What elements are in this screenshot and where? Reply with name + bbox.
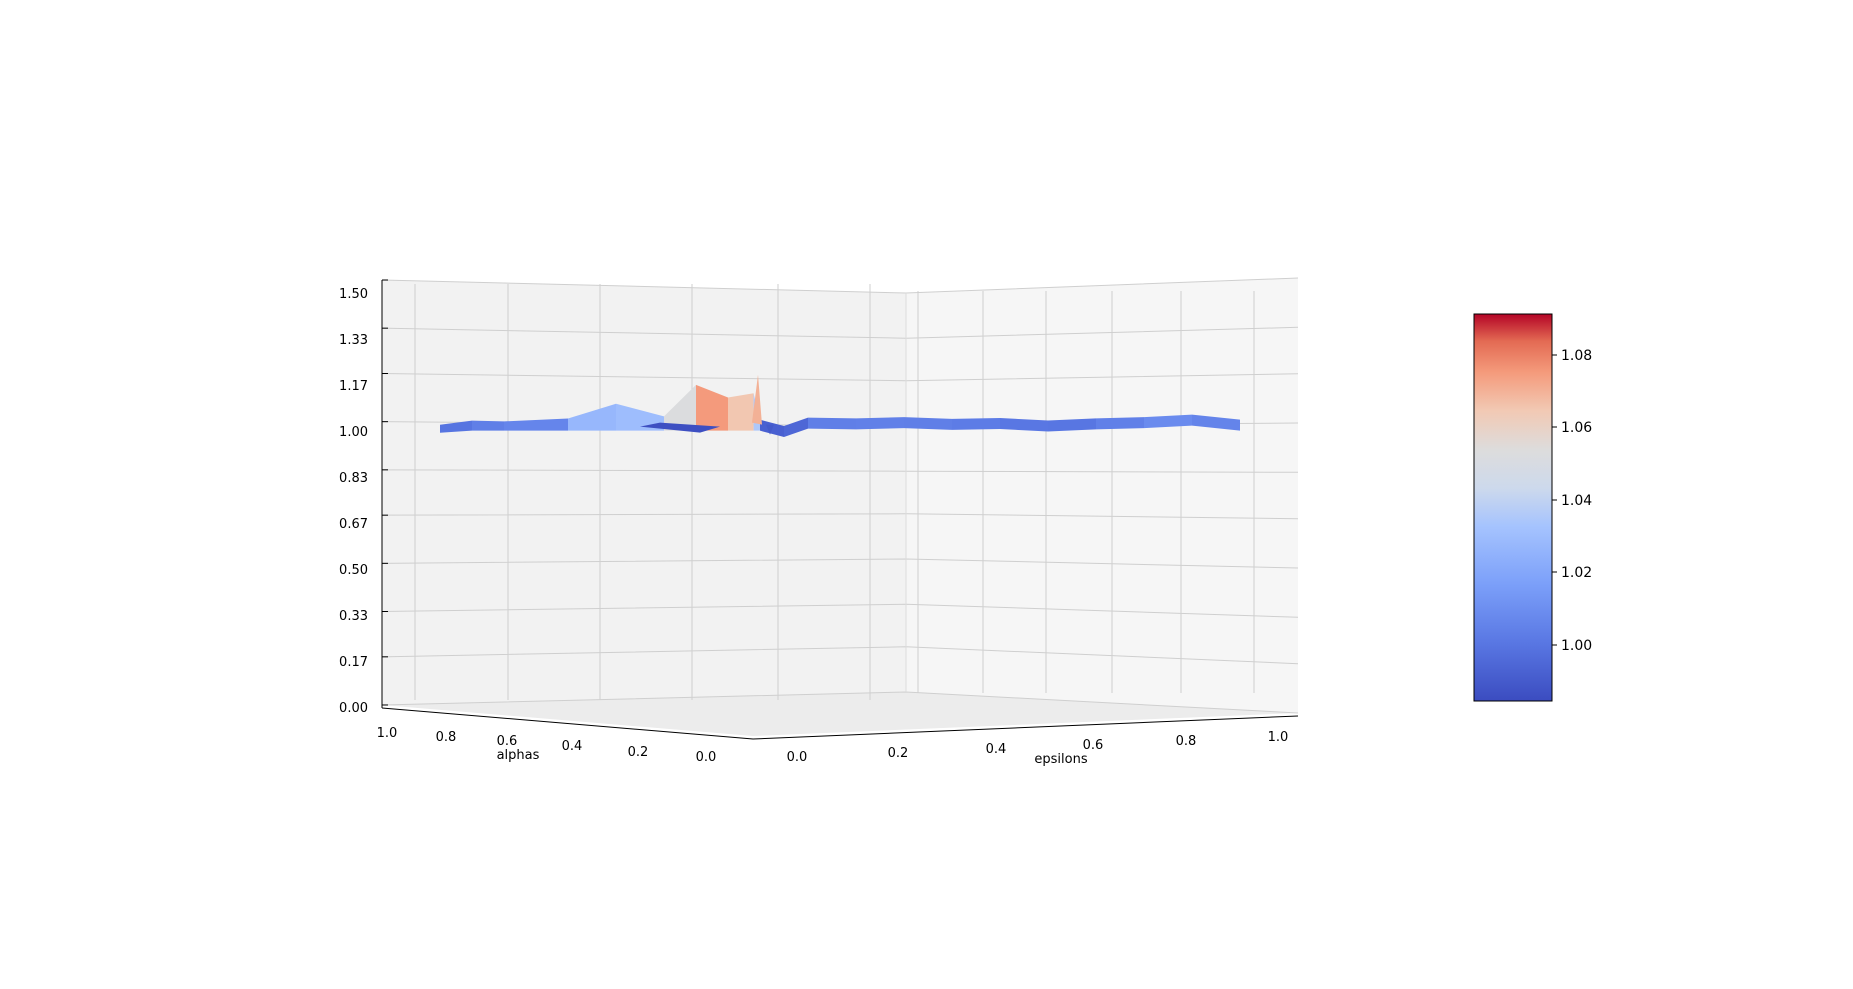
alphas-axis-ticks: 1.0 0.8 0.6 0.4 0.2 0.0 bbox=[377, 726, 717, 765]
alphas-axis-label: alphas bbox=[497, 748, 540, 763]
surface-patch bbox=[784, 417, 808, 437]
epsilons-tick-label: 0.6 bbox=[1083, 738, 1104, 753]
surface-patch bbox=[1144, 414, 1192, 429]
surface-patch bbox=[504, 418, 568, 431]
z-tick-label: 0.17 bbox=[339, 655, 368, 670]
z-tick-label: 0.33 bbox=[339, 609, 368, 624]
alphas-tick-label: 0.6 bbox=[497, 734, 518, 749]
z-tick-label: 0.50 bbox=[339, 563, 368, 578]
surface-patch bbox=[616, 403, 664, 431]
surface-mesh bbox=[440, 374, 1240, 437]
z-tick-label: 1.00 bbox=[339, 425, 368, 440]
surface-patch bbox=[568, 403, 616, 431]
colorbar-tick-label: 1.00 bbox=[1561, 638, 1592, 654]
surface-patch bbox=[440, 420, 472, 433]
z-tick-label: 1.50 bbox=[339, 287, 368, 302]
epsilons-tick-label: 1.0 bbox=[1268, 730, 1289, 745]
surface-patch bbox=[1192, 414, 1240, 431]
surface-patch bbox=[952, 417, 1000, 430]
surface-patch bbox=[472, 420, 504, 431]
epsilons-tick-label: 0.8 bbox=[1176, 734, 1197, 749]
alphas-tick-label: 0.8 bbox=[436, 730, 457, 745]
surface-patch bbox=[856, 417, 904, 430]
surface-patch bbox=[1096, 417, 1144, 430]
epsilons-axis-line bbox=[752, 715, 1299, 740]
surface-patch bbox=[640, 422, 720, 433]
z-tick-label: 1.33 bbox=[339, 333, 368, 348]
surface-patch bbox=[728, 393, 754, 431]
colorbar-tick-label: 1.06 bbox=[1561, 420, 1592, 436]
z-tick-label: 0.83 bbox=[339, 471, 368, 486]
z-tick-label: 1.17 bbox=[339, 379, 368, 394]
colorbar-tick-label: 1.08 bbox=[1561, 348, 1592, 364]
colorbar bbox=[1473, 313, 1553, 702]
z-tick-label: 0.67 bbox=[339, 517, 368, 532]
epsilons-tick-label: 0.0 bbox=[787, 750, 808, 765]
surface-patch bbox=[808, 417, 856, 430]
colorbar-tick-label: 1.02 bbox=[1561, 565, 1592, 581]
alphas-axis-line bbox=[381, 707, 754, 740]
surface-patch bbox=[904, 417, 952, 430]
surface-patch bbox=[1000, 417, 1048, 432]
alphas-tick-label: 1.0 bbox=[377, 726, 398, 741]
colorbar-ticks: 1.00 1.02 1.04 1.06 1.08 bbox=[1552, 348, 1592, 654]
surface-patch bbox=[1048, 418, 1096, 432]
epsilons-axis-label: epsilons bbox=[1034, 752, 1087, 767]
colorbar-tick-label: 1.04 bbox=[1561, 493, 1592, 509]
z-axis-ticks: 0.00 0.17 0.33 0.50 0.67 0.83 1.00 1.17 … bbox=[339, 287, 368, 716]
left-pane bbox=[382, 280, 906, 705]
right-pane bbox=[906, 278, 1298, 713]
z-tick-label: 0.00 bbox=[339, 701, 368, 716]
epsilons-tick-label: 0.4 bbox=[986, 742, 1007, 757]
epsilons-axis-ticks: 0.0 0.2 0.4 0.6 0.8 1.0 bbox=[787, 730, 1289, 765]
floor-pane bbox=[382, 692, 1298, 736]
surface-spike bbox=[766, 424, 774, 435]
surface-patch bbox=[696, 384, 728, 431]
epsilons-tick-label: 0.2 bbox=[888, 746, 909, 761]
surface-patch bbox=[664, 384, 696, 431]
alphas-tick-label: 0.2 bbox=[628, 745, 649, 760]
alphas-tick-label: 0.4 bbox=[562, 739, 583, 754]
surface-spike bbox=[752, 374, 762, 425]
alphas-tick-label: 0.0 bbox=[696, 750, 717, 765]
